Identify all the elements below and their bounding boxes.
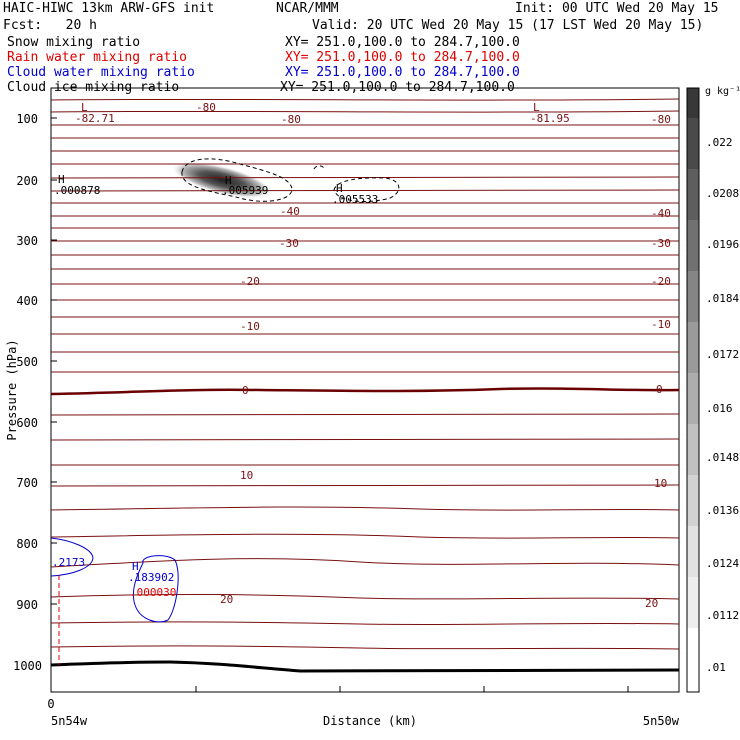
zero-isotherm (50, 387, 680, 396)
isotherm-label: -10 (240, 320, 260, 333)
isotherm-label: -81.95 (530, 112, 570, 125)
colorbar-tick: .0112 (706, 609, 739, 622)
cloud-ice-shading (171, 161, 273, 199)
colorbar-tick: .0196 (706, 238, 739, 251)
valid-time: Valid: 20 UTC Wed 20 May 15 (17 LST Wed … (312, 18, 704, 33)
isotherm-label: -80 (196, 101, 216, 114)
high-value: .183902 (128, 571, 174, 584)
isotherm-label: -20 (240, 275, 260, 288)
high-marker: H (336, 182, 343, 195)
field-name-snow: Snow mixing ratio (7, 35, 141, 50)
isotherm-label: -10 (651, 318, 671, 331)
isotherm-label: 10 (654, 477, 667, 490)
low-marker: L (533, 101, 540, 114)
y-tick-label: 1000 (13, 659, 42, 673)
x-axis-ticks (50, 686, 629, 692)
colorbar-tick: .0208 (706, 187, 739, 200)
forecast-hour: Fcst: 20 h (3, 18, 97, 33)
cloud-water-contours (50, 537, 179, 623)
isotherm-label: -40 (280, 205, 300, 218)
y-tick-label: 900 (16, 598, 38, 612)
low-marker: L (81, 101, 88, 114)
y-axis-ticks (51, 117, 57, 666)
field-name-cloud-water: Cloud water mixing ratio (7, 65, 195, 80)
y-tick-label: 300 (16, 234, 38, 248)
isotherm-label: 0 (656, 383, 663, 396)
high-marker: H (225, 174, 232, 187)
high-value: .005533 (332, 193, 378, 206)
y-tick-label: 400 (16, 294, 38, 308)
cloud-ice-contours (181, 158, 400, 202)
colorbar-tick: .0148 (706, 451, 739, 464)
isotherm-label: -80 (281, 113, 301, 126)
y-tick-label: 500 (16, 355, 38, 369)
isotherm-label: -20 (651, 275, 671, 288)
x-tick-label: 0 (47, 697, 54, 711)
colorbar (686, 87, 700, 693)
field-name-rain: Rain water mixing ratio (7, 50, 188, 65)
isotherm-label: 0 (242, 384, 249, 397)
colorbar-tick: .0172 (706, 348, 739, 361)
high-marker: H (58, 173, 65, 186)
terrain-line (50, 660, 680, 673)
x-left-location: 5n54w (51, 714, 88, 728)
field-xy-snow: XY= 251.0,100.0 to 284.7,100.0 (285, 35, 520, 50)
x-axis-title: Distance (km) (323, 714, 417, 728)
colorbar-tick: .0136 (706, 504, 739, 517)
field-xy-cloud-water: XY= 251.0,100.0 to 284.7,100.0 (285, 65, 520, 80)
isotherm-label: -30 (651, 237, 671, 250)
colorbar-tick: .016 (706, 402, 733, 415)
y-tick-label: 700 (16, 476, 38, 490)
y-axis-title: Pressure (hPa) (5, 339, 19, 440)
colorbar-tick: .022 (706, 136, 733, 149)
high-value: .000878 (54, 184, 100, 197)
colorbar-tick: .0124 (706, 557, 739, 570)
isotherm-label: -80 (651, 113, 671, 126)
x-right-location: 5n50w (643, 714, 680, 728)
isotherm-label: -40 (651, 207, 671, 220)
colorbar-tick: .0184 (706, 292, 739, 305)
y-tick-label: 100 (16, 112, 38, 126)
high-value: .005939 (222, 184, 268, 197)
init-time: Init: 00 UTC Wed 20 May 15 (515, 1, 719, 16)
y-tick-label: 800 (16, 537, 38, 551)
field-xy-rain: XY= 251.0,100.0 to 284.7,100.0 (285, 50, 520, 65)
isotherm-label: 20 (645, 597, 658, 610)
organization: NCAR/MMM (276, 1, 339, 16)
colorbar-tick: .01 (706, 661, 726, 674)
model-title: HAIC-HIWC 13km ARW-GFS init (3, 1, 215, 16)
isotherm-label: -82.71 (75, 112, 115, 125)
isotherm-label: -30 (279, 237, 299, 250)
isotherm-label: 10 (240, 469, 253, 482)
isotherms (50, 98, 680, 650)
cloud-water-value: .2173 (52, 556, 85, 569)
y-tick-label: 200 (16, 174, 38, 188)
rain-value: .000030 (130, 586, 176, 599)
isotherm-label: 20 (220, 593, 233, 606)
colorbar-unit: g kg⁻¹ (705, 86, 740, 97)
high-marker: H (132, 560, 139, 573)
y-tick-label: 600 (16, 416, 38, 430)
